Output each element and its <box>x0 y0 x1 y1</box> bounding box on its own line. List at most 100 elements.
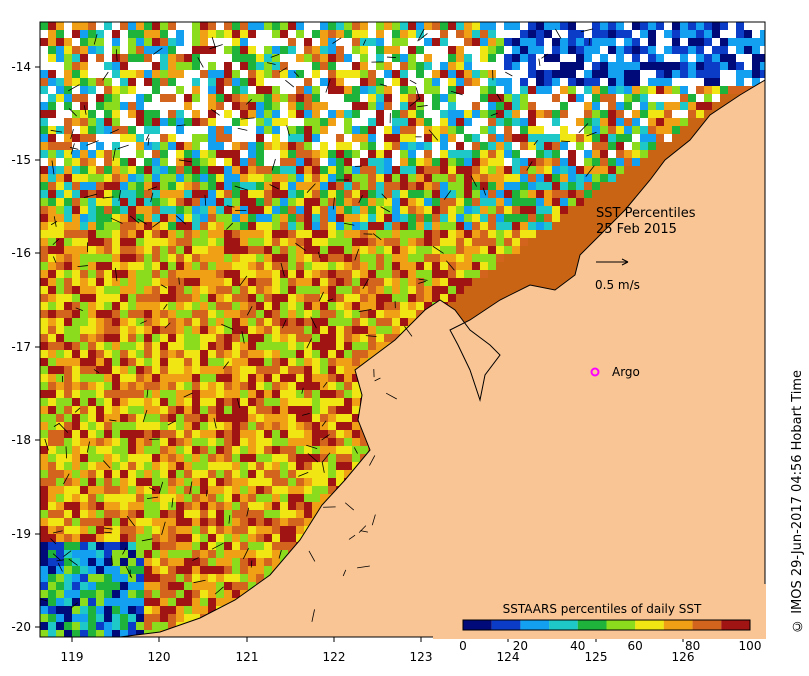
sst-cell <box>40 190 48 198</box>
sst-cell <box>328 446 336 454</box>
sst-cell <box>232 86 240 94</box>
sst-cell <box>336 334 344 342</box>
sst-cell <box>232 94 240 102</box>
sst-cell <box>600 174 608 182</box>
sst-cell <box>152 574 160 582</box>
sst-cell <box>216 510 224 518</box>
sst-cell <box>648 54 656 62</box>
sst-cell <box>376 174 384 182</box>
sst-cell <box>160 62 168 70</box>
sst-cell <box>592 46 600 54</box>
sst-cell <box>536 78 544 86</box>
sst-cell <box>48 206 56 214</box>
sst-cell <box>184 54 192 62</box>
sst-cell <box>248 574 256 582</box>
sst-cell <box>448 150 456 158</box>
sst-cell <box>344 302 352 310</box>
sst-cell <box>352 110 360 118</box>
sst-cell <box>264 494 272 502</box>
sst-cell <box>720 22 728 30</box>
sst-cell <box>248 566 256 574</box>
no-data-cell <box>624 110 632 118</box>
sst-cell <box>288 254 296 262</box>
sst-cell <box>56 438 64 446</box>
sst-cell <box>176 574 184 582</box>
sst-cell <box>464 174 472 182</box>
sst-cell <box>408 158 416 166</box>
sst-cell <box>448 166 456 174</box>
sst-cell <box>504 150 512 158</box>
sst-cell <box>184 166 192 174</box>
sst-cell <box>184 206 192 214</box>
sst-cell <box>160 422 168 430</box>
sst-cell <box>216 526 224 534</box>
sst-cell <box>256 310 264 318</box>
sst-cell <box>48 310 56 318</box>
sst-cell <box>72 614 80 622</box>
sst-cell <box>232 342 240 350</box>
sst-cell <box>304 134 312 142</box>
sst-cell <box>336 318 344 326</box>
sst-cell <box>40 326 48 334</box>
sst-cell <box>48 78 56 86</box>
sst-cell <box>224 46 232 54</box>
sst-cell <box>88 302 96 310</box>
sst-cell <box>232 574 240 582</box>
sst-cell <box>320 390 328 398</box>
sst-cell <box>232 438 240 446</box>
sst-cell <box>208 518 216 526</box>
sst-cell <box>328 206 336 214</box>
sst-cell <box>176 342 184 350</box>
sst-cell <box>152 238 160 246</box>
sst-cell <box>104 606 112 614</box>
sst-cell <box>200 270 208 278</box>
sst-cell <box>96 286 104 294</box>
sst-cell <box>72 398 80 406</box>
sst-cell <box>248 302 256 310</box>
imos-credit: © IMOS 29-Jun-2017 04:56 Hobart Time <box>790 370 805 633</box>
sst-cell <box>448 70 456 78</box>
sst-cell <box>216 238 224 246</box>
sst-cell <box>96 510 104 518</box>
sst-cell <box>288 358 296 366</box>
sst-cell <box>272 110 280 118</box>
sst-cell <box>504 38 512 46</box>
sst-cell <box>448 110 456 118</box>
sst-cell <box>288 166 296 174</box>
sst-cell <box>264 262 272 270</box>
sst-cell <box>64 262 72 270</box>
sst-cell <box>336 454 344 462</box>
no-data-cell <box>504 30 512 38</box>
sst-cell <box>568 86 576 94</box>
sst-cell <box>568 22 576 30</box>
sst-cell <box>200 294 208 302</box>
sst-cell <box>216 94 224 102</box>
sst-cell <box>696 62 704 70</box>
sst-cell <box>240 566 248 574</box>
sst-cell <box>312 206 320 214</box>
sst-cell <box>184 214 192 222</box>
sst-cell <box>328 390 336 398</box>
sst-cell <box>56 462 64 470</box>
sst-cell <box>248 510 256 518</box>
no-data-cell <box>312 78 320 86</box>
sst-cell <box>432 278 440 286</box>
sst-cell <box>224 22 232 30</box>
sst-cell <box>216 126 224 134</box>
sst-cell <box>512 110 520 118</box>
sst-cell <box>568 62 576 70</box>
sst-cell <box>56 598 64 606</box>
sst-cell <box>520 126 528 134</box>
sst-cell <box>648 30 656 38</box>
sst-cell <box>352 342 360 350</box>
sst-cell <box>40 110 48 118</box>
no-data-cell <box>224 118 232 126</box>
sst-cell <box>152 414 160 422</box>
sst-cell <box>264 478 272 486</box>
sst-cell <box>504 78 512 86</box>
sst-cell <box>448 230 456 238</box>
sst-cell <box>136 486 144 494</box>
no-data-cell <box>624 142 632 150</box>
